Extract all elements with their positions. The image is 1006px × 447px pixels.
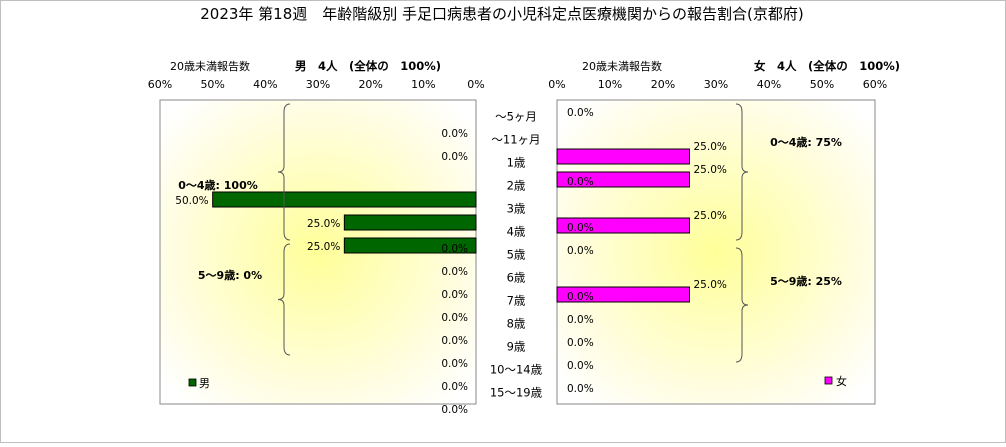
male-value-label: 0.0%	[441, 266, 468, 278]
right-tick-label: 30%	[704, 78, 728, 91]
female-value-label: 0.0%	[567, 107, 594, 119]
right-tick-label: 20%	[651, 78, 675, 91]
female-value-label: 25.0%	[694, 210, 727, 222]
left-axis-label: 20歳未満報告数	[170, 60, 250, 73]
female-value-label: 25.0%	[694, 141, 727, 153]
male-value-label: 0.0%	[441, 404, 468, 416]
category-label: ～5ヶ月	[495, 110, 537, 124]
male-value-label: 0.0%	[441, 151, 468, 163]
left-tick-label: 0%	[467, 78, 484, 91]
chart-title: 2023年 第18週 年齢階級別 手足口病患者の小児科定点医療機関からの報告割合…	[200, 5, 804, 23]
right-axis-label: 20歳未満報告数	[582, 60, 662, 73]
right-legend-swatch	[824, 376, 833, 385]
category-label: 9歳	[507, 340, 526, 354]
left-legend-label: 男	[199, 377, 210, 390]
female-value-label: 25.0%	[694, 279, 727, 291]
male-value-label: 0.0%	[441, 358, 468, 370]
male-value-label: 0.0%	[441, 243, 468, 255]
right-tick-label: 0%	[548, 78, 565, 91]
male-value-label: 25.0%	[307, 218, 340, 230]
category-label: 15～19歳	[490, 386, 543, 400]
category-label: 6歳	[507, 271, 526, 285]
female-value-label: 0.0%	[567, 291, 594, 303]
female-value-label: 0.0%	[567, 360, 594, 372]
category-label: 4歳	[507, 225, 526, 239]
category-label: 10～14歳	[490, 363, 543, 377]
category-label: ～11ヶ月	[491, 133, 540, 147]
right-group-annotation-0: 0～4歳: 75%	[770, 135, 842, 149]
male-value-label: 0.0%	[441, 312, 468, 324]
left-tick-label: 40%	[253, 78, 277, 91]
category-label: 7歳	[507, 294, 526, 308]
female-bar	[556, 217, 690, 234]
left-group-annotation-1: 5～9歳: 0%	[198, 268, 262, 282]
left-legend-swatch	[188, 378, 197, 387]
right-tick-label: 10%	[598, 78, 622, 91]
male-bar	[343, 214, 477, 231]
male-value-label: 0.0%	[441, 335, 468, 347]
category-label: 5歳	[507, 248, 526, 262]
left-brace-0-4	[277, 103, 291, 241]
female-value-label: 0.0%	[567, 337, 594, 349]
male-value-label: 25.0%	[307, 241, 340, 253]
female-value-label: 0.0%	[567, 176, 594, 188]
male-value-label: 50.0%	[175, 195, 208, 207]
left-group-annotation-0: 0～4歳: 100%	[178, 178, 258, 192]
male-value-label: 0.0%	[441, 381, 468, 393]
female-bar	[556, 286, 690, 303]
right-tick-label: 40%	[757, 78, 781, 91]
category-label: 8歳	[507, 317, 526, 331]
female-value-label: 0.0%	[567, 383, 594, 395]
female-value-label: 0.0%	[567, 314, 594, 326]
female-bar	[556, 148, 690, 165]
female-value-label: 25.0%	[694, 164, 727, 176]
left-tick-label: 20%	[358, 78, 382, 91]
left-tick-label: 10%	[411, 78, 435, 91]
right-legend-label: 女	[836, 374, 847, 388]
right-heading: 女 4人 (全体の 100%)	[754, 59, 900, 73]
female-value-label: 0.0%	[567, 245, 594, 257]
left-tick-label: 30%	[306, 78, 330, 91]
male-value-label: 0.0%	[441, 128, 468, 140]
left-tick-label: 60%	[148, 78, 172, 91]
right-tick-label: 60%	[863, 78, 887, 91]
right-tick-label: 50%	[810, 78, 834, 91]
male-bar	[343, 237, 477, 254]
left-heading: 男 4人 (全体の 100%)	[295, 59, 441, 73]
left-tick-label: 50%	[200, 78, 224, 91]
female-bar	[556, 171, 690, 188]
male-value-label: 0.0%	[441, 289, 468, 301]
category-label: 3歳	[507, 202, 526, 216]
male-bar	[212, 191, 477, 208]
left-brace-5-9	[277, 243, 291, 356]
right-group-annotation-1: 5～9歳: 25%	[770, 274, 842, 288]
category-label: 2歳	[507, 179, 526, 193]
category-label: 1歳	[507, 156, 526, 170]
female-value-label: 0.0%	[567, 222, 594, 234]
right-brace-0-4	[735, 103, 749, 241]
right-brace-5-9	[735, 247, 749, 363]
